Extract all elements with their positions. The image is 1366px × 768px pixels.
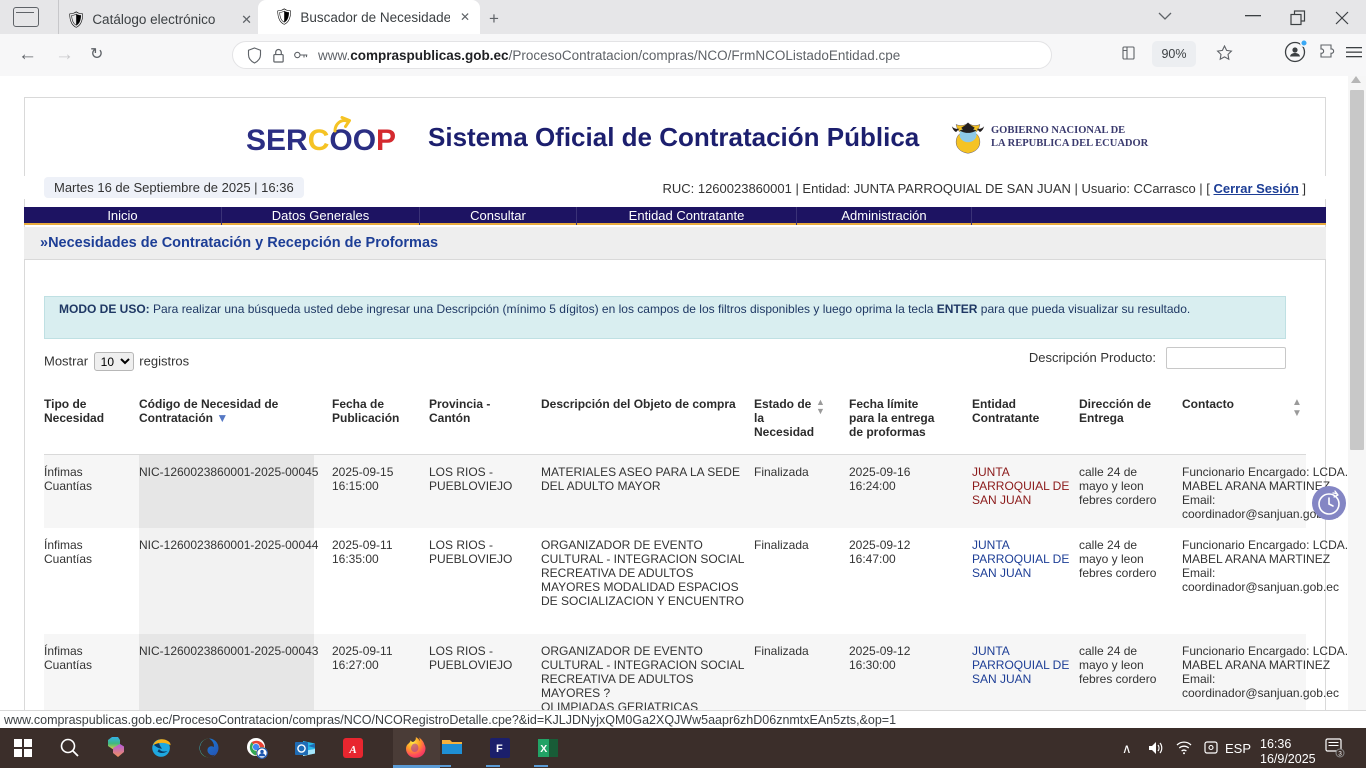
svg-text:X: X	[540, 743, 547, 755]
svg-text:F: F	[496, 743, 503, 755]
svg-text:A: A	[348, 744, 356, 756]
svg-text:3: 3	[1338, 751, 1342, 758]
